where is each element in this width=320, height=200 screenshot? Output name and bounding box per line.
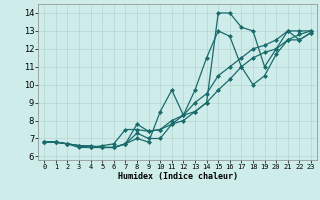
X-axis label: Humidex (Indice chaleur): Humidex (Indice chaleur) <box>118 172 238 181</box>
